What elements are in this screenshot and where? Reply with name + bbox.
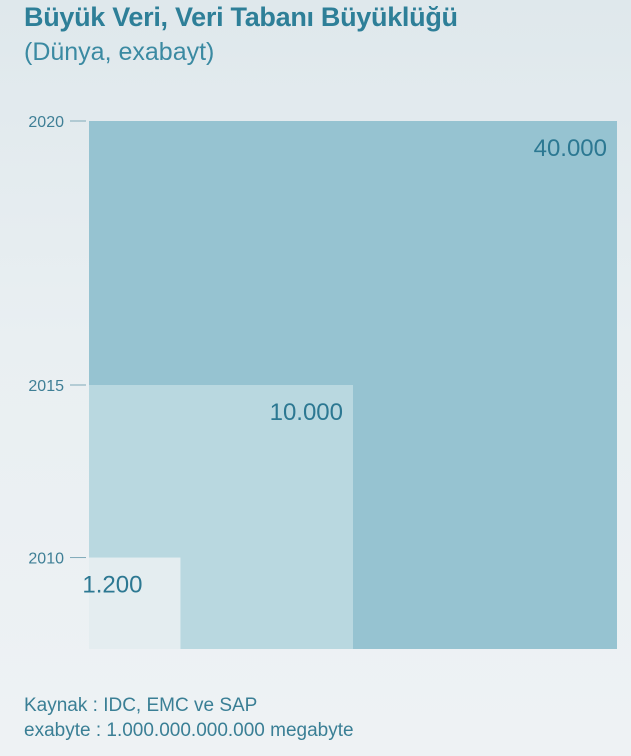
value-label-2015: 10.000 [270, 399, 343, 426]
nested-squares-chart: 2010 2015 2020 1.200 10.000 40.000 [28, 114, 617, 649]
chart-subtitle: (Dünya, exabayt) [24, 38, 215, 66]
unit-note-line: exabyte : 1.000.000.000.000 megabyte [24, 720, 354, 741]
chart-title: Büyük Veri, Veri Tabanı Büyüklüğü [24, 2, 458, 32]
year-label-2010: 2010 [28, 551, 64, 568]
source-note: Kaynak : IDC, EMC ve SAP exabyte : 1.000… [24, 693, 354, 743]
year-label-2015: 2015 [28, 378, 64, 395]
square-2010 [89, 557, 181, 649]
value-label-2010: 1.200 [82, 572, 142, 599]
source-line: Kaynak : IDC, EMC ve SAP [24, 695, 258, 716]
year-label-2020: 2020 [28, 114, 64, 131]
value-label-2020: 40.000 [534, 135, 607, 162]
